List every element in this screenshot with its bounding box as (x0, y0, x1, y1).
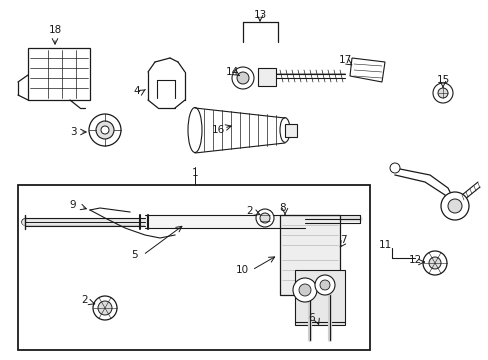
Bar (280, 215, 339, 295)
Circle shape (437, 88, 447, 98)
Circle shape (98, 301, 112, 315)
Circle shape (440, 192, 468, 220)
Ellipse shape (280, 118, 289, 142)
Bar (145, 215, 305, 228)
Circle shape (447, 199, 461, 213)
Circle shape (260, 213, 269, 223)
Bar (28, 48, 90, 100)
Bar (285, 124, 296, 137)
Bar (294, 270, 345, 325)
Text: 8: 8 (279, 203, 286, 213)
Circle shape (298, 284, 310, 296)
Text: 12: 12 (407, 255, 421, 265)
Text: 13: 13 (253, 10, 266, 20)
Text: 6: 6 (308, 313, 315, 323)
Circle shape (237, 72, 248, 84)
Polygon shape (349, 58, 384, 82)
Text: 14: 14 (225, 67, 238, 77)
Text: 10: 10 (235, 265, 248, 275)
Circle shape (314, 275, 334, 295)
Text: 18: 18 (48, 25, 61, 35)
Text: 5: 5 (131, 250, 138, 260)
Circle shape (292, 278, 316, 302)
Circle shape (96, 121, 114, 139)
Circle shape (428, 257, 440, 269)
Text: 11: 11 (378, 240, 391, 250)
Circle shape (422, 251, 446, 275)
Circle shape (231, 67, 253, 89)
Text: 2: 2 (81, 295, 88, 305)
Text: 4: 4 (133, 86, 140, 96)
Text: 15: 15 (435, 75, 448, 85)
Text: 2: 2 (246, 206, 253, 216)
Ellipse shape (187, 108, 202, 153)
Circle shape (89, 114, 121, 146)
Circle shape (432, 83, 452, 103)
Circle shape (256, 209, 273, 227)
Text: 7: 7 (339, 235, 346, 245)
Circle shape (319, 280, 329, 290)
Text: 17: 17 (338, 55, 351, 65)
Circle shape (93, 296, 117, 320)
Text: 9: 9 (70, 200, 76, 210)
Text: 16: 16 (211, 125, 224, 135)
Bar (18, 185, 369, 350)
Circle shape (101, 126, 109, 134)
Text: 3: 3 (70, 127, 76, 137)
Circle shape (389, 163, 399, 173)
Bar (258, 68, 275, 86)
Text: 1: 1 (191, 168, 198, 178)
